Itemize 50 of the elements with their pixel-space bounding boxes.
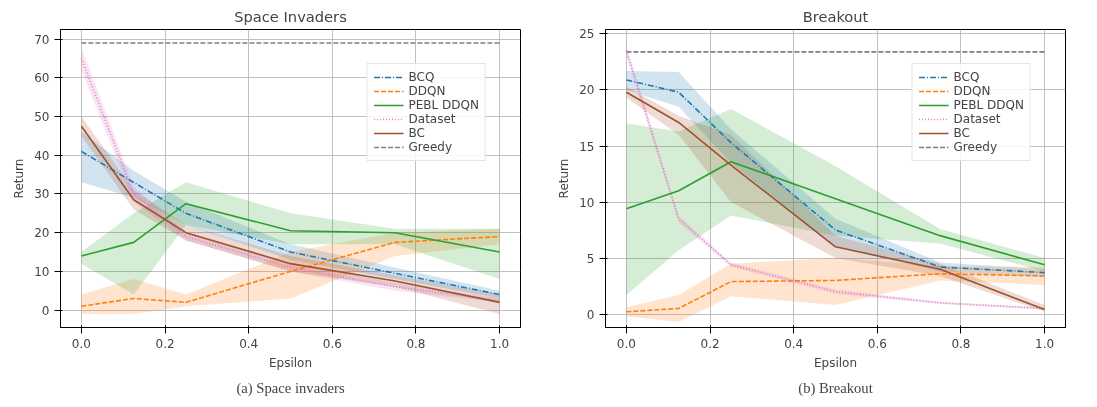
legend-label: PEBL DDQN <box>408 98 479 112</box>
x-tick-label: 0.6 <box>867 336 887 351</box>
x-tick-label: 0.0 <box>71 336 91 351</box>
x-tick-label: 0.4 <box>784 336 804 351</box>
text: (b) Breakout <box>798 379 873 397</box>
chart-title: Breakout <box>802 7 869 25</box>
line-series <box>625 272 1046 313</box>
legend-label: BC <box>953 126 971 140</box>
y-axis-title: Return <box>557 158 572 199</box>
legend-label: Dataset <box>953 112 1001 126</box>
legend-label: BCQ <box>953 70 980 84</box>
chart-title: Space Invaders <box>234 7 347 25</box>
line-series <box>80 202 501 257</box>
y-tick-label: 10 <box>579 195 595 210</box>
x-tick-label: 0.0 <box>616 336 636 351</box>
y-tick-label: 5 <box>586 251 595 266</box>
text: (a) Space invaders <box>236 379 345 397</box>
legend-label: Greedy <box>408 140 452 154</box>
legend-label: BCQ <box>408 70 435 84</box>
line-series <box>625 160 1046 266</box>
y-tick-label: 20 <box>34 226 50 241</box>
y-tick-label: 70 <box>34 32 50 47</box>
x-axis-title: Epsilon <box>813 355 858 370</box>
legend-label: Dataset <box>408 112 456 126</box>
x-axis-title: Epsilon <box>268 355 313 370</box>
legend-label: PEBL DDQN <box>953 98 1024 112</box>
y-tick-label: 60 <box>34 71 50 86</box>
legend-label: BC <box>408 126 426 140</box>
y-tick-label: 50 <box>34 110 50 125</box>
x-tick-label: 0.2 <box>700 336 720 351</box>
y-tick-label: 10 <box>34 264 50 279</box>
legend-label: DDQN <box>953 84 991 98</box>
y-tick-label: 0 <box>41 303 50 318</box>
x-tick-label: 0.4 <box>239 336 259 351</box>
x-tick-label: 0.8 <box>406 336 426 351</box>
y-tick-label: 25 <box>579 27 595 42</box>
x-tick-label: 0.8 <box>951 336 971 351</box>
legend-label: Greedy <box>953 140 997 154</box>
x-tick-label: 1.0 <box>1035 336 1055 351</box>
y-axis-title: Return <box>12 158 27 199</box>
x-tick-label: 0.2 <box>155 336 175 351</box>
y-tick-label: 0 <box>586 307 595 322</box>
line-series <box>80 235 501 308</box>
y-tick-label: 40 <box>34 148 50 163</box>
y-tick-label: 30 <box>34 187 50 202</box>
y-tick-label: 15 <box>579 139 595 154</box>
legend-label: DDQN <box>408 84 446 98</box>
y-tick-label: 20 <box>579 83 595 98</box>
x-tick-label: 0.6 <box>322 336 342 351</box>
x-tick-label: 1.0 <box>490 336 510 351</box>
